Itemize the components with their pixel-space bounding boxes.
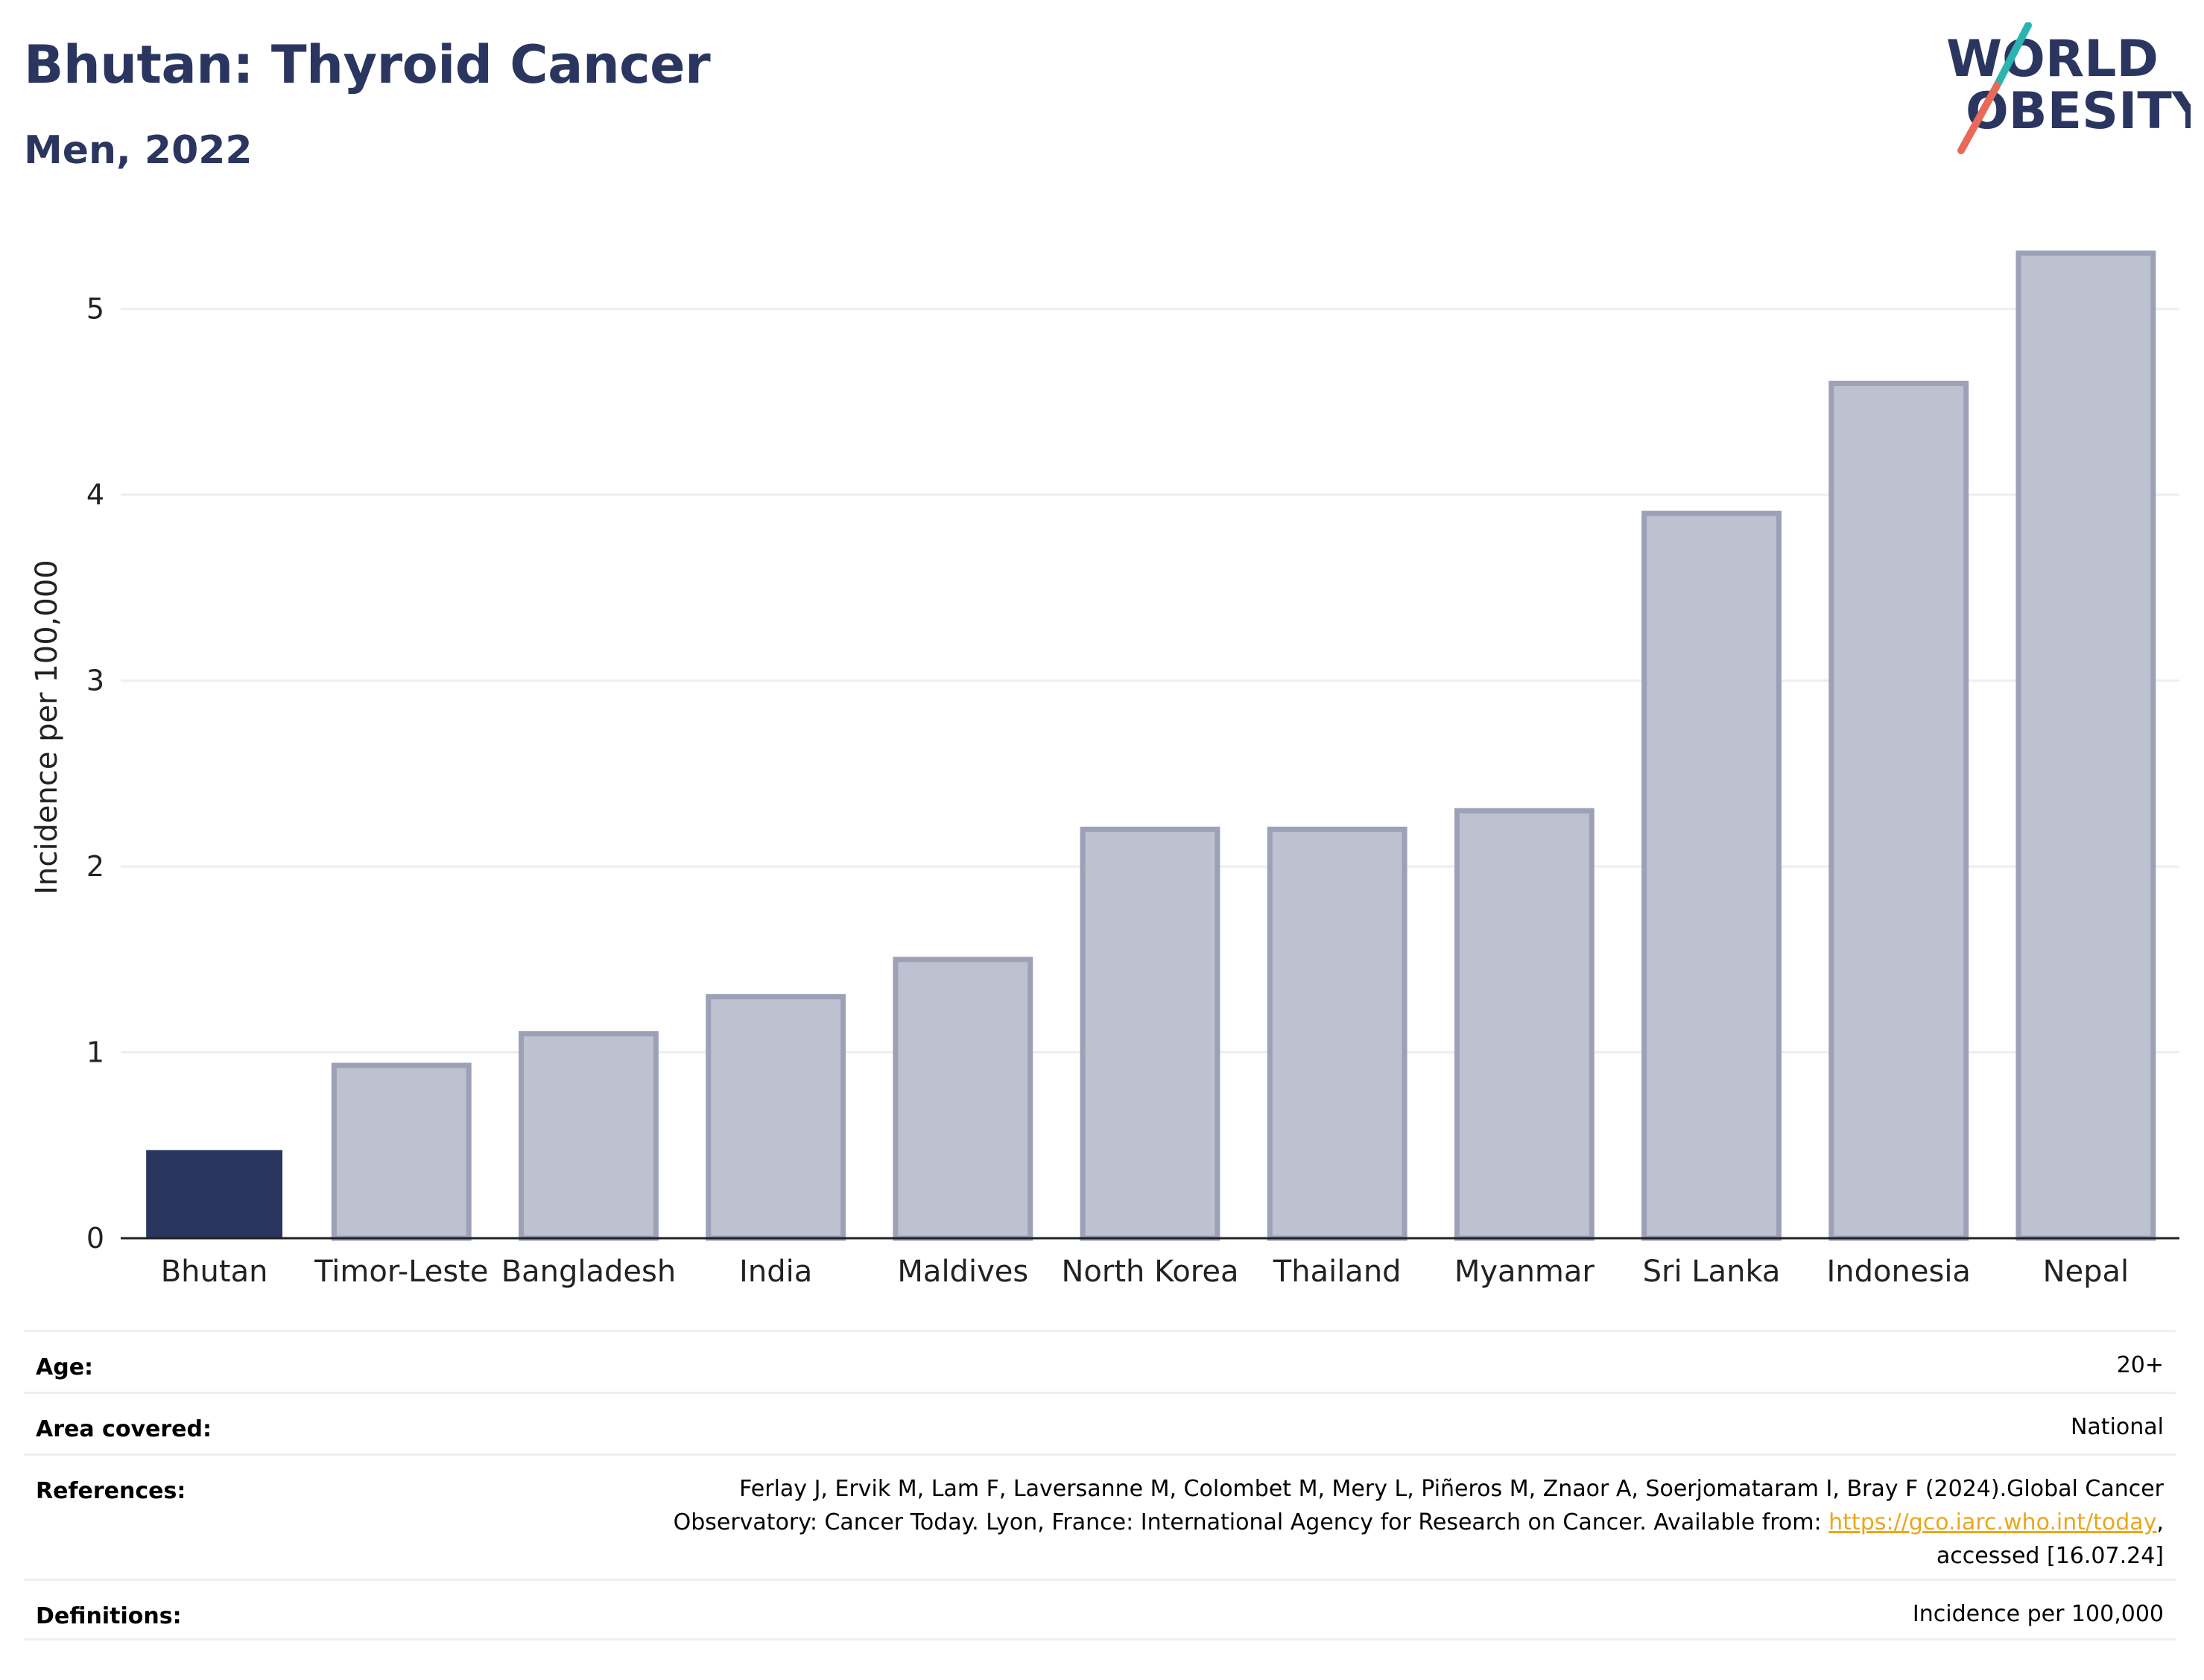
x-tick-label: Sri Lanka <box>1643 1255 1781 1289</box>
references-value: Ferlay J, Ervik M, Lam F, Laversanne M, … <box>674 1456 2164 1579</box>
logo-line-2: OBESITY <box>1966 82 2191 141</box>
bar <box>331 1062 472 1241</box>
world-obesity-logo: WORLD OBESITY <box>1946 22 2191 154</box>
y-tick-label: 2 <box>86 850 104 883</box>
meta-row-definitions: Definitions: Incidence per 100,000 <box>24 1579 2176 1641</box>
meta-row-age: Age: 20+ <box>24 1330 2176 1392</box>
bar-chart: 0 1 2 3 4 5 Incidence per 100,000 Bhutan Timor-L… <box>30 250 2179 1289</box>
x-tick-label: Bhutan <box>161 1255 268 1289</box>
x-tick-label: Indonesia <box>1827 1255 1971 1289</box>
x-tick-label: Timor-Leste <box>314 1255 488 1289</box>
y-axis-label: Incidence per 100,000 <box>30 560 64 895</box>
bar <box>1080 826 1220 1241</box>
x-tick-label: Nepal <box>2043 1255 2129 1289</box>
area-value: National <box>2070 1414 2164 1440</box>
references-line-3: accessed [16.07.24] <box>1936 1543 2164 1569</box>
definitions-label: Definitions: <box>36 1603 182 1629</box>
age-label: Age: <box>36 1354 94 1381</box>
bar <box>706 994 846 1241</box>
meta-row-references: References: Ferlay J, Ervik M, Lam F, La… <box>24 1454 2176 1579</box>
bar <box>519 1031 659 1241</box>
logo-slash-bottom <box>1957 82 2001 154</box>
x-tick-label: Myanmar <box>1454 1255 1595 1289</box>
bar <box>893 957 1033 1241</box>
bar <box>2015 250 2156 1241</box>
bar <box>146 1150 283 1239</box>
metadata-table: Age: 20+ Area covered: National Referenc… <box>24 1330 2176 1641</box>
area-label: Area covered: <box>36 1416 212 1442</box>
x-tick-label: Maldives <box>897 1255 1028 1289</box>
chart-title: Bhutan: Thyroid Cancer <box>24 34 711 95</box>
y-tick-label: 5 <box>86 293 104 326</box>
y-tick-label: 3 <box>86 665 104 697</box>
y-tick-label: 1 <box>86 1036 104 1069</box>
y-tick-label: 0 <box>86 1222 104 1255</box>
bar <box>1454 808 1595 1241</box>
x-tick-label: Thailand <box>1273 1255 1402 1289</box>
chart-subtitle: Men, 2022 <box>24 128 253 173</box>
x-tick-label: North Korea <box>1062 1255 1239 1289</box>
bar <box>1267 826 1407 1241</box>
bar <box>1828 381 1969 1241</box>
x-tick-label: India <box>739 1255 812 1289</box>
meta-row-area: Area covered: National <box>24 1392 2176 1454</box>
references-link[interactable]: https://gco.iarc.who.int/today <box>1828 1509 2157 1535</box>
y-tick-label: 4 <box>86 478 104 511</box>
logo-slash-top <box>1993 22 2032 89</box>
references-line-1: Ferlay J, Ervik M, Lam F, Laversanne M, … <box>739 1476 2164 1502</box>
logo-line-1: WORLD <box>1946 30 2159 89</box>
age-value: 20+ <box>2116 1352 2164 1378</box>
bar <box>1641 510 1782 1241</box>
references-label: References: <box>36 1478 186 1504</box>
references-line-2-end: , <box>2156 1509 2164 1535</box>
references-line-2: Observatory: Cancer Today. Lyon, France:… <box>673 1509 1829 1535</box>
x-tick-label: Bangladesh <box>501 1255 677 1289</box>
definitions-value: Incidence per 100,000 <box>1912 1601 2164 1627</box>
